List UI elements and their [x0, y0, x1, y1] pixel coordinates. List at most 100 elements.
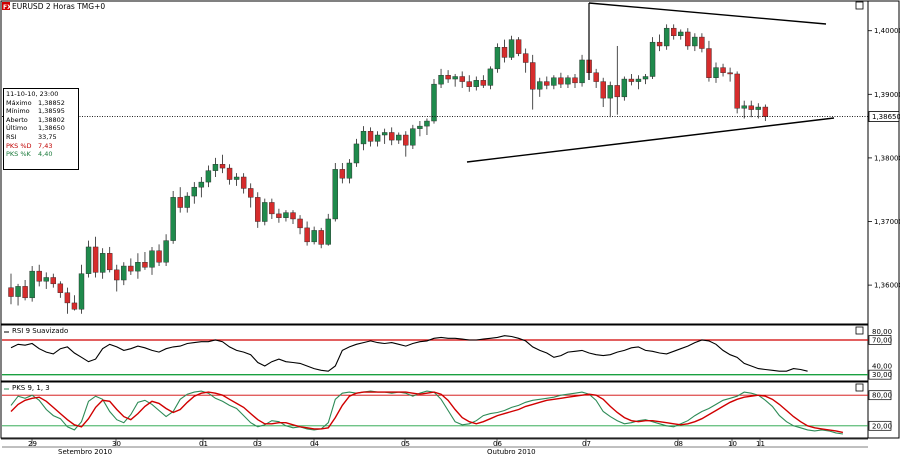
price-tick-label: 1,37000 — [874, 218, 900, 226]
price-panel-close-button[interactable] — [855, 1, 864, 10]
candle-body — [255, 197, 261, 222]
candle-body — [389, 132, 395, 141]
symbol-icon[interactable] — [2, 2, 10, 10]
candle-body — [332, 169, 338, 220]
stoch-tick-label: 80,00 — [872, 392, 892, 400]
candle-body — [473, 80, 479, 87]
candle-body — [572, 77, 578, 84]
candle-body — [219, 164, 226, 169]
candle-body — [325, 218, 331, 245]
candle-body — [191, 186, 198, 197]
candle-body — [424, 120, 430, 127]
info-row-open: Aberto 1,38802 — [6, 116, 76, 125]
info-row-pks-d: PKS %D 7,43 — [6, 142, 76, 151]
stoch-label: PKS 9, 1, 3 — [12, 384, 50, 392]
candle-body — [92, 246, 99, 273]
candle-body — [163, 240, 169, 263]
candle-body — [276, 213, 282, 218]
info-panel: 11-10-10, 23:00 Máximo 1,38852 Mínimo 1,38… — [3, 88, 79, 170]
rsi-tick-label: 30,00 — [872, 371, 892, 379]
candle-body — [663, 27, 670, 47]
info-key: Máximo — [6, 98, 32, 107]
day-label: 03 — [253, 440, 262, 448]
candle-body — [8, 287, 14, 297]
candle-body — [706, 48, 712, 78]
month-label: Setembro 2010 — [58, 448, 112, 456]
info-row-last: Último 1,38650 — [6, 124, 76, 133]
candle-body — [565, 77, 571, 85]
candle-body — [212, 164, 219, 171]
stoch-panel-close-button[interactable] — [855, 383, 864, 392]
info-value: 1,38852 — [38, 98, 65, 107]
candle-body — [628, 78, 635, 82]
month-label: Outubro 2010 — [487, 448, 536, 456]
candle-body — [170, 197, 176, 241]
candle-body — [36, 270, 42, 282]
candle-body — [487, 68, 494, 86]
candle-body — [410, 128, 416, 146]
rsi-tick-label: 70,00 — [872, 337, 892, 345]
info-key: Último — [6, 124, 28, 133]
candle-body — [290, 212, 296, 220]
candle-body — [85, 246, 92, 274]
candle-body — [431, 83, 437, 122]
rsi-panel-close-button[interactable] — [855, 326, 864, 335]
stoch-tick-label: 20,00 — [872, 422, 892, 430]
candle-body — [156, 250, 162, 263]
candle-body — [283, 212, 289, 218]
candle-body — [198, 181, 205, 188]
info-row-low: Mínimo 1,38595 — [6, 107, 76, 116]
info-key: RSI — [6, 132, 17, 141]
candle-body — [501, 47, 508, 58]
info-row-high: Máximo 1,38852 — [6, 99, 76, 108]
day-label: 10 — [728, 440, 737, 448]
candle-body — [64, 292, 71, 304]
rsi-label: RSI 9 Suavizado — [12, 327, 68, 335]
candle-body — [762, 106, 769, 117]
candle-body — [135, 262, 141, 272]
upper-trendline[interactable] — [588, 2, 827, 25]
chart-title: EURUSD 2 Horas TMG+0 — [12, 2, 105, 11]
candle-body — [480, 80, 487, 86]
candle-body — [142, 262, 148, 268]
candle-body — [466, 81, 472, 87]
candle-body — [149, 250, 155, 268]
info-key: Aberto — [6, 115, 28, 124]
candle-body — [360, 130, 367, 145]
time-axis: 29 30 01 03 04 05 06 07 08 10 11 Setembro 2010 Outub… — [1, 438, 868, 456]
candle-body — [71, 302, 78, 310]
candle-body — [29, 270, 35, 299]
candle-body — [339, 169, 346, 179]
stoch-panel-frame — [0, 381, 869, 439]
price-tick-label: 1,39000 — [874, 91, 900, 99]
candle-body — [642, 76, 649, 80]
candle-body — [184, 195, 190, 208]
info-value: 1,38650 — [38, 124, 65, 133]
candle-body — [262, 202, 268, 222]
price-panel-frame — [0, 0, 869, 325]
candle-body — [558, 77, 564, 85]
candle-body — [226, 167, 233, 180]
stoch-k-line — [10, 390, 843, 435]
day-label: 05 — [401, 440, 410, 448]
candle-body — [15, 286, 21, 297]
candle-body — [755, 106, 761, 110]
candle-body — [593, 72, 599, 82]
candle-body — [367, 130, 374, 142]
candle-body — [537, 81, 543, 90]
candle-body — [381, 132, 388, 136]
day-label: 29 — [28, 440, 37, 448]
candle-body — [727, 72, 733, 75]
price-axis-frame — [867, 0, 900, 439]
stoch-series: 80,00 20,00 — [2, 390, 892, 435]
info-value: 33,75 — [38, 132, 57, 141]
candle-body — [396, 134, 402, 141]
rsi-panel-frame — [0, 324, 869, 382]
candle-body — [494, 47, 501, 70]
lower-trendline[interactable] — [466, 117, 835, 163]
day-label: 08 — [674, 440, 683, 448]
candle-body — [522, 53, 529, 63]
candle-body — [685, 31, 691, 47]
info-value: 1,38802 — [38, 115, 65, 124]
